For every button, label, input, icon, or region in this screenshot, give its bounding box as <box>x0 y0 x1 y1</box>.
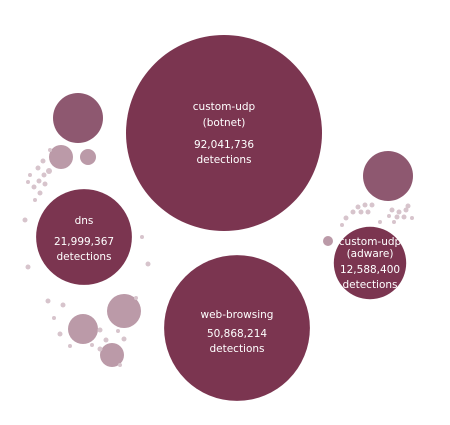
small-bubble <box>104 338 109 343</box>
bubble-web-browsing: web-browsing 50,868,214 detections <box>164 255 310 401</box>
small-bubble <box>49 145 73 169</box>
small-bubble <box>323 236 333 246</box>
bubble-name-label: dns <box>75 215 94 227</box>
small-bubble <box>48 148 52 152</box>
small-bubble <box>90 343 94 347</box>
small-bubble <box>356 205 361 210</box>
small-bubble <box>61 303 66 308</box>
bubble-name-label: (adware) <box>347 248 394 260</box>
bubble-value-label: 21,999,367 <box>54 236 114 248</box>
small-bubble <box>378 220 382 224</box>
small-bubble <box>363 151 413 201</box>
bubble-custom-udp-adware: custom-udp(adware) 12,588,400 detections <box>334 227 406 299</box>
bubble-name-label: web-browsing <box>201 309 274 321</box>
small-bubble <box>387 214 391 218</box>
small-bubble <box>46 168 52 174</box>
small-bubble <box>52 316 56 320</box>
small-bubble <box>116 329 120 333</box>
small-bubble <box>68 314 98 344</box>
bubble-value-label: 92,041,736 <box>194 139 254 151</box>
bubble-unit-label: detections <box>209 343 264 355</box>
small-bubble <box>370 203 375 208</box>
small-bubble <box>68 344 72 348</box>
small-bubble <box>46 299 51 304</box>
bubble-unit-label: detections <box>196 154 251 166</box>
small-bubble <box>134 296 138 300</box>
bubble-name-label: custom-udp <box>339 236 402 248</box>
small-bubble <box>58 332 63 337</box>
small-bubble <box>98 347 103 352</box>
small-bubble <box>397 210 402 215</box>
small-bubble <box>43 182 48 187</box>
bubble-name-label: (botnet) <box>203 117 246 129</box>
small-bubble <box>344 216 349 221</box>
bubble-dns: dns 21,999,367 detections <box>36 189 132 285</box>
small-bubble <box>23 218 28 223</box>
small-bubble <box>26 180 30 184</box>
small-bubble <box>36 166 41 171</box>
small-bubble <box>140 235 144 239</box>
small-bubble <box>351 210 356 215</box>
small-bubble <box>42 173 47 178</box>
small-bubble <box>118 363 122 367</box>
small-bubble <box>80 149 96 165</box>
small-bubble <box>122 337 127 342</box>
small-bubble <box>98 328 103 333</box>
bubble-name-label: custom-udp <box>193 101 256 113</box>
bubble-circle <box>126 35 322 231</box>
small-bubble <box>41 159 46 164</box>
bubble-unit-label: detections <box>56 251 111 263</box>
bubble-value-label: 50,868,214 <box>207 328 267 340</box>
small-bubble <box>366 210 371 215</box>
small-bubble <box>410 216 414 220</box>
small-bubble <box>402 215 407 220</box>
small-bubble <box>146 262 151 267</box>
small-bubble <box>392 220 396 224</box>
small-bubble <box>390 208 395 213</box>
small-bubble <box>363 203 368 208</box>
small-bubble <box>340 223 344 227</box>
small-bubble <box>53 93 103 143</box>
small-bubble <box>32 185 37 190</box>
small-bubble <box>395 215 400 220</box>
bubble-unit-label: detections <box>342 279 397 291</box>
bubble-custom-udp-botnet: custom-udp (botnet) 92,041,736 detections <box>126 35 322 231</box>
small-bubble <box>33 198 37 202</box>
small-bubble <box>26 265 31 270</box>
bubble-value-label: 12,588,400 <box>340 264 400 276</box>
small-bubble <box>406 204 411 209</box>
small-bubble <box>28 173 32 177</box>
small-bubble <box>38 191 43 196</box>
small-bubble <box>37 179 42 184</box>
small-bubble <box>359 210 364 215</box>
